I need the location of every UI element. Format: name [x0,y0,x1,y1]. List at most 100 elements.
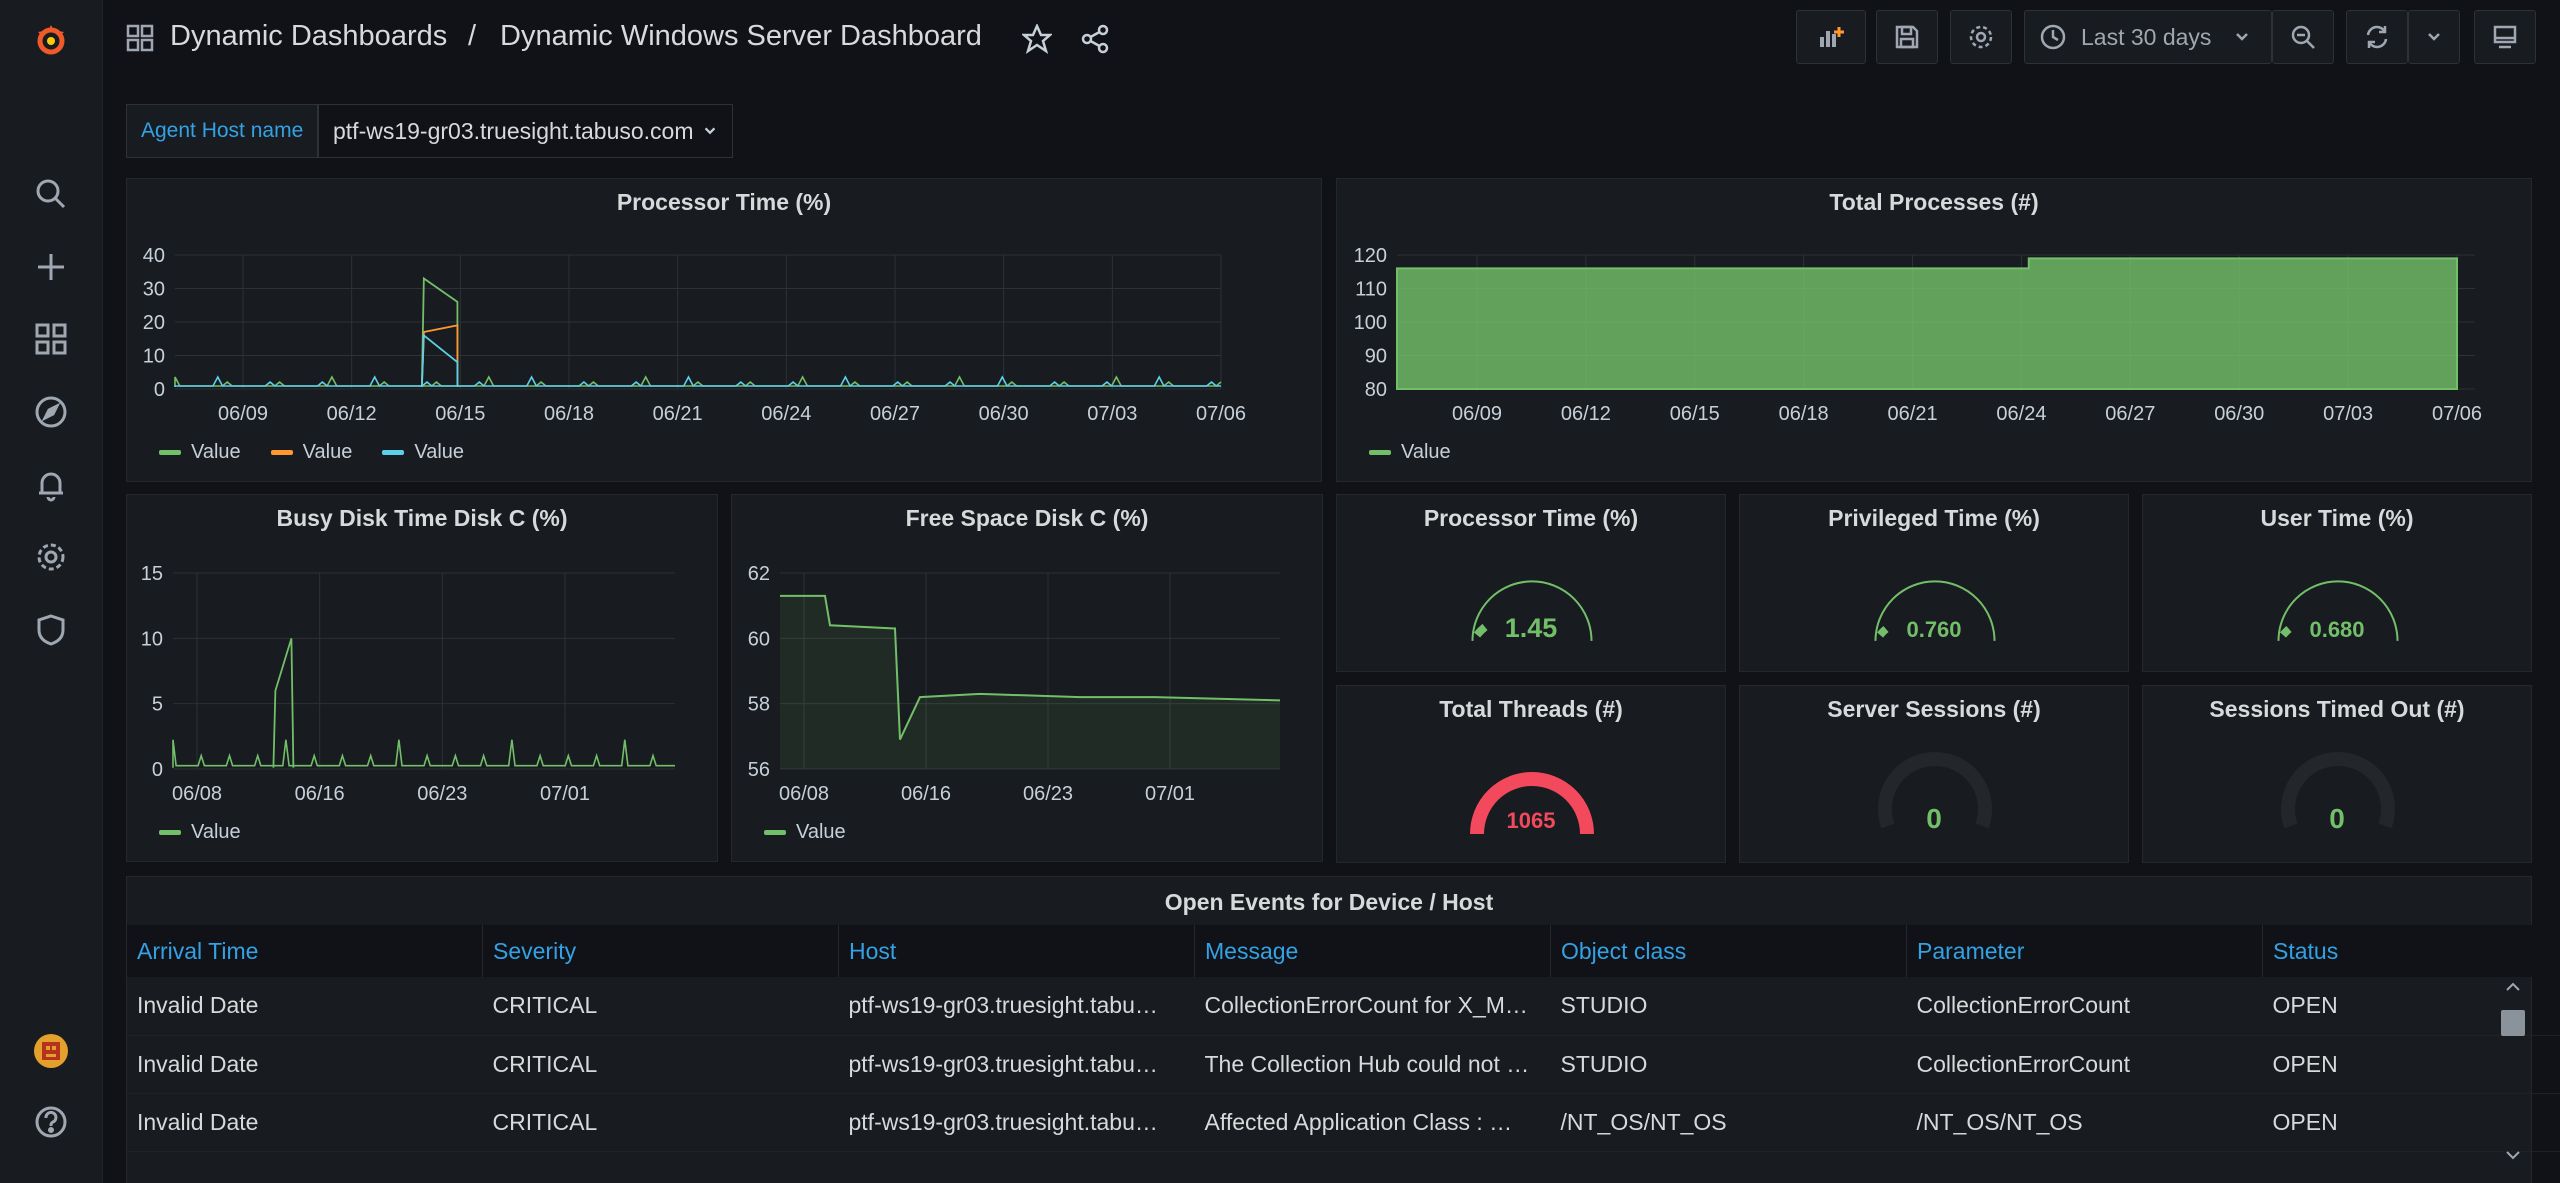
legend-item[interactable]: Value [159,441,241,464]
chart-legend: Value [159,821,241,844]
gauge-value: 1.45 [1504,613,1558,643]
y-tick-label: 10 [143,346,165,368]
gauge [1878,752,1992,829]
time-range-label: Last 30 days [2081,23,2212,50]
panel-gauge-server-sessions[interactable]: Server Sessions (#) 0 [1739,685,2129,863]
add-panel-button[interactable] [1796,10,1866,64]
series-line [780,594,1281,741]
x-tick-label: 06/15 [1670,403,1720,425]
total-processes-chart: 120 110 100 90 80 06/09 06/12 06/15 06/18 06/21 06… [1354,245,2482,425]
column-header[interactable]: Status [2262,925,2560,977]
chevron-down-icon[interactable] [2501,1145,2525,1165]
legend-item[interactable]: Value [382,441,464,464]
column-header[interactable]: Object class [1550,925,1907,977]
add-panel-icon [1820,27,1844,47]
panel-gauge-total-threads[interactable]: Total Threads (#) 1065 [1336,685,1726,863]
panel-gauge-user-time[interactable]: User Time (%) 0.680 [2142,494,2532,672]
series-line-spike [272,638,295,768]
x-tick-label: 06/15 [435,403,485,425]
time-range-picker[interactable]: Last 30 days [2024,10,2272,64]
x-tick-label: 06/18 [544,403,594,425]
shield-icon[interactable] [27,606,75,654]
table-cell: /NT_OS/NT_OS [1916,1108,2083,1135]
y-tick-label: 10 [141,628,163,650]
legend-item[interactable]: Value [159,821,241,844]
panel-title: Processor Time (%) [616,189,832,215]
chevron-down-icon [2236,33,2249,41]
panel-gauge-processor-time[interactable]: Processor Time (%) 1.45 [1336,494,1726,672]
plus-icon[interactable] [27,243,75,291]
gauge-value: 0.680 [2309,617,2365,642]
table-cell: CollectionErrorCount [1916,992,2130,1019]
table-cell: OPEN [2272,1108,2338,1135]
table-cell: STUDIO [1560,1050,1648,1077]
table-cell: ptf-ws19-gr03.truesight.tabu… [848,1108,1158,1135]
legend-item[interactable]: Value [1369,441,1451,464]
table-cell: CRITICAL [492,1108,598,1135]
panel-title: Total Processes (#) [1829,189,2039,215]
scrollbar-thumb[interactable] [2501,1010,2525,1036]
column-header[interactable]: Severity [482,925,839,977]
chart-legend: Value [1369,441,1451,464]
panel-free-space-chart[interactable]: Free Space Disk C (%) 62 60 58 56 06/08 06/16… [731,494,1323,862]
legend-item[interactable]: Value [270,441,352,464]
table-cell: OPEN [2272,992,2338,1019]
dashboards-icon [126,24,154,57]
tv-mode-button[interactable] [2474,10,2536,64]
legend-item[interactable]: Value [764,821,846,844]
table-cell: Affected Application Class : … [1204,1108,1513,1135]
gear-icon[interactable] [27,533,75,581]
y-tick-label: 100 [1354,312,1387,334]
y-tick-label: 30 [143,279,165,301]
explore-compass-icon[interactable] [27,388,75,436]
avatar[interactable] [27,1027,75,1075]
processor-time-chart: 40 30 20 10 0 06/09 06/12 06/15 06/18 06/21 06/24 0… [143,245,1246,425]
table-row[interactable]: Invalid Date CRITICAL ptf-ws19-gr03.truesi… [127,977,2560,1035]
panel-open-events-table[interactable]: Open Events for Device / Host Arrival Ti… [126,876,2560,1183]
y-tick-label: 58 [748,694,770,716]
table-scrollbar[interactable] [2501,977,2525,1177]
dashboards-icon[interactable] [27,315,75,363]
search-icon[interactable] [27,170,75,218]
share-icon[interactable] [1080,24,1110,59]
panel-gauge-sessions-timed-out[interactable]: Sessions Timed Out (#) 0 [2142,685,2532,863]
breadcrumb-separator: / [468,20,477,52]
gauge-value: 0 [1926,803,1942,834]
panel-total-processes-chart[interactable]: Total Processes (#) 120 110 100 90 80 06/09 06… [1336,178,2532,482]
x-tick-label: 07/06 [1196,403,1246,425]
x-tick-label: 06/09 [1452,403,1502,425]
table-row[interactable]: Invalid Date CRITICAL ptf-ws19-gr03.truesi… [127,1093,2560,1151]
column-header[interactable]: Parameter [1906,925,2263,977]
star-icon[interactable] [1020,22,1054,59]
x-tick-label: 07/01 [540,783,590,805]
x-tick-label: 06/24 [1996,403,2046,425]
table-row[interactable]: Invalid Date CRITICAL ptf-ws19-gr03.truesi… [127,1035,2560,1093]
dashboard-settings-button[interactable] [1950,10,2012,64]
refresh-button[interactable] [2346,10,2408,64]
agent-host-select[interactable]: ptf-ws19-gr03.truesight.tabuso.com [318,104,733,158]
column-header[interactable]: Arrival Time [127,925,483,977]
x-tick-label: 07/01 [1145,783,1195,805]
y-tick-label: 90 [1365,346,1387,368]
x-tick-label: 06/09 [218,403,268,425]
table-cell: /NT_OS/NT_OS [1560,1108,1727,1135]
alerting-bell-icon[interactable] [27,461,75,509]
chart-legend: Value Value Value [159,441,464,464]
gear-icon [1969,25,1993,49]
y-tick-label: 110 [1355,279,1387,301]
breadcrumb-folder[interactable]: Dynamic Dashboards [170,20,448,52]
column-header[interactable]: Host [838,925,1195,977]
grafana-logo-icon[interactable] [27,16,75,64]
panel-title: Sessions Timed Out (#) [2209,696,2465,722]
panel-processor-time-chart[interactable]: Processor Time (%) 40 30 20 10 0 06/09 06/12 06… [126,178,1322,482]
panel-busy-disk-chart[interactable]: Busy Disk Time Disk C (%) 15 10 5 0 06/08 06/… [126,494,718,862]
page-title[interactable]: Dynamic Windows Server Dashboard [500,20,982,52]
help-icon[interactable] [27,1098,75,1146]
x-tick-label: 06/12 [327,403,377,425]
column-header[interactable]: Message [1194,925,1551,977]
panel-gauge-privileged-time[interactable]: Privileged Time (%) 0.760 [1739,494,2129,672]
chevron-up-icon[interactable] [2501,977,2525,997]
zoom-out-button[interactable] [2272,10,2334,64]
save-dashboard-button[interactable] [1876,10,1938,64]
refresh-interval-dropdown[interactable] [2408,10,2460,64]
